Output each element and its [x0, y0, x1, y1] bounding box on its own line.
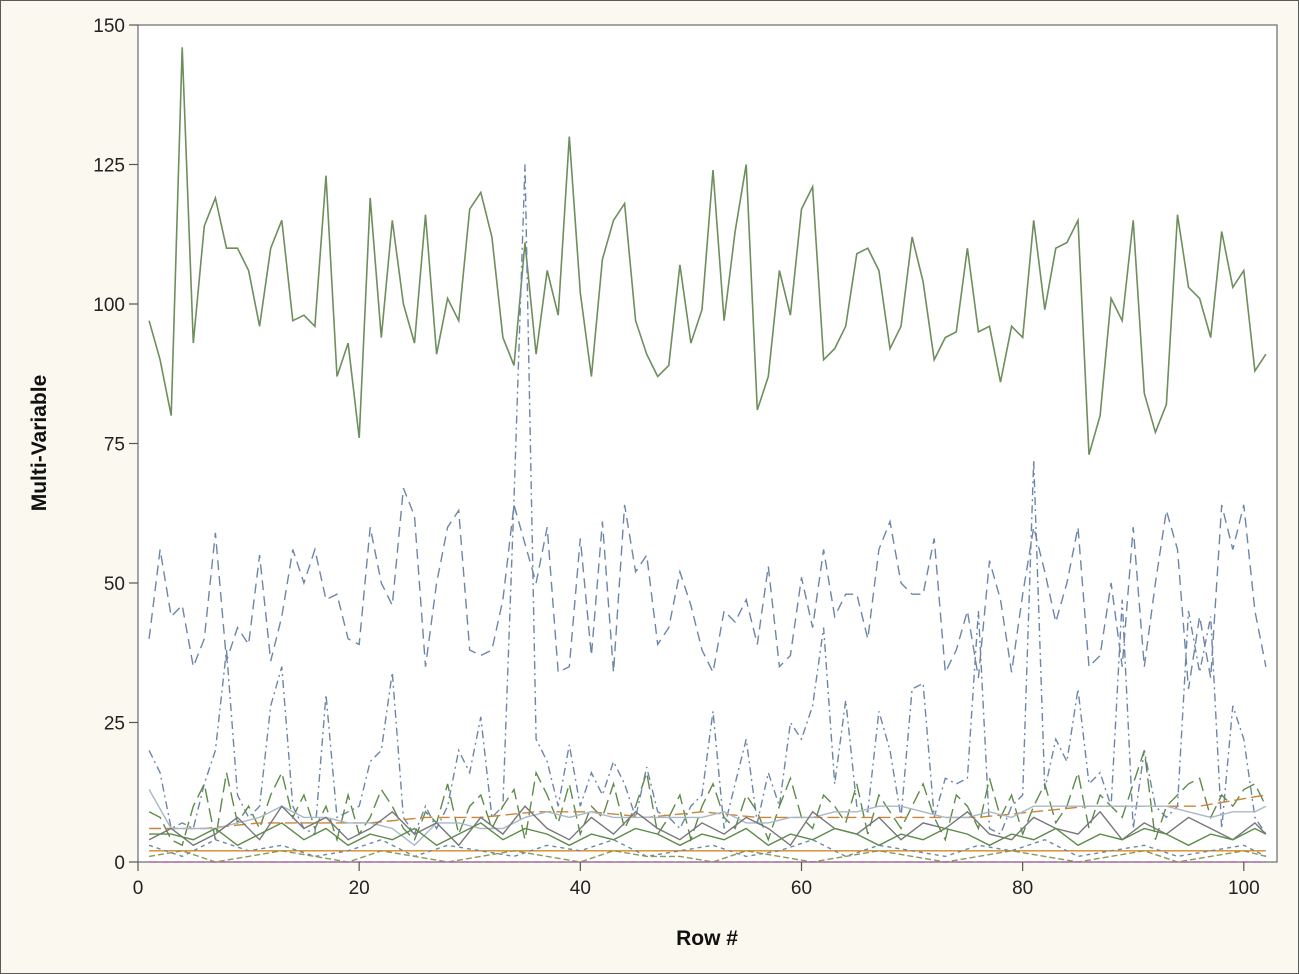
- y-tick-label: 0: [114, 853, 125, 874]
- y-tick-label: 25: [104, 714, 125, 735]
- y-tick-label: 125: [93, 156, 125, 177]
- series-layer: [148, 47, 1267, 863]
- series-line-2: [148, 487, 1267, 690]
- series-line-3: [148, 164, 1267, 836]
- x-tick-label: 20: [349, 878, 370, 899]
- series-line-12: [149, 822, 1267, 847]
- x-tick-label: 40: [570, 878, 591, 899]
- y-tick-label: 150: [93, 16, 125, 37]
- y-tick-label: 75: [104, 435, 125, 456]
- series-line-6: [148, 789, 1267, 847]
- x-tick-label: 0: [133, 878, 144, 899]
- series-line-9: [148, 838, 1267, 858]
- y-axis-label: Multi-Variable: [28, 375, 51, 512]
- axes-layer: 0 25 50 75 100 125 150 0 20 40 60 80 100: [93, 16, 1259, 899]
- x-axis-label: Row #: [676, 927, 738, 950]
- series-line-7: [148, 805, 1267, 847]
- y-tick-label: 50: [104, 574, 125, 595]
- series-line-5: [149, 794, 1267, 830]
- y-tick-label: 100: [93, 295, 125, 316]
- x-tick-label: 80: [1012, 878, 1033, 899]
- series-line-4: [148, 750, 1267, 847]
- x-tick-label: 100: [1228, 878, 1260, 899]
- series-line-10: [148, 850, 1267, 863]
- x-tick-label: 60: [791, 878, 812, 899]
- plot-area: [137, 24, 1278, 863]
- series-line-1: [148, 47, 1267, 455]
